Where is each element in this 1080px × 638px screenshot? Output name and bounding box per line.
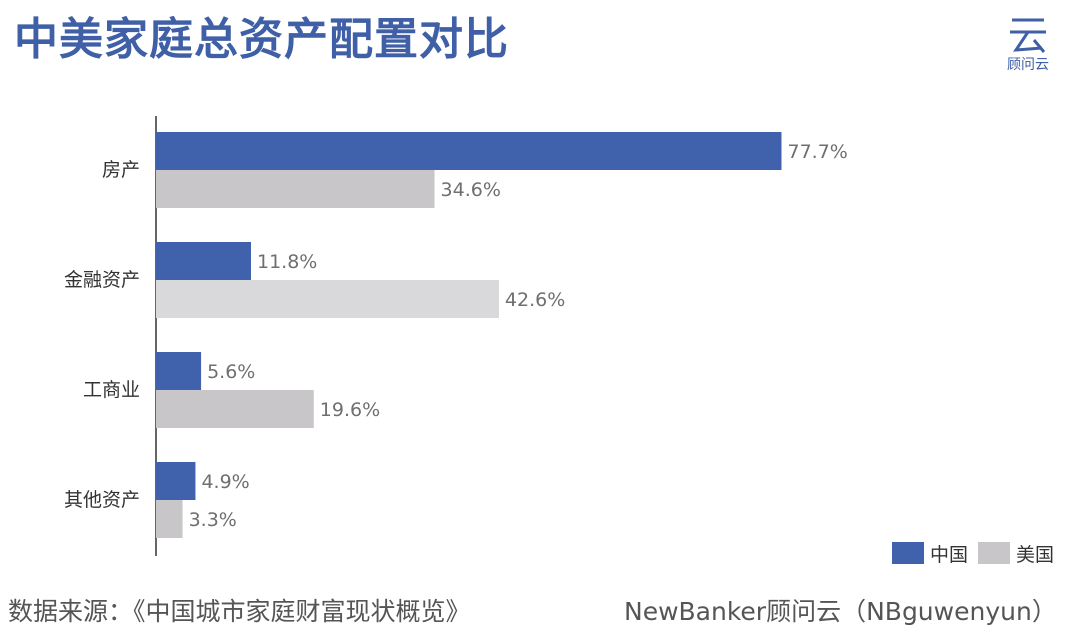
bar-us bbox=[156, 280, 499, 318]
legend-label-us: 美国 bbox=[1016, 543, 1055, 566]
data-label: 34.6% bbox=[441, 179, 501, 201]
logo: 顾问云 bbox=[1000, 14, 1060, 76]
source-note: 数据来源：《中国城市家庭财富现状概览》 bbox=[8, 597, 471, 626]
data-label: 4.9% bbox=[201, 471, 249, 493]
category-label: 房产 bbox=[102, 159, 140, 181]
legend-item-china: 中国 bbox=[892, 540, 968, 567]
bar-us bbox=[156, 500, 183, 538]
legend-swatch-us bbox=[978, 542, 1011, 564]
category-label: 金融资产 bbox=[64, 269, 140, 291]
data-label: 77.7% bbox=[787, 141, 847, 163]
logo-text: 顾问云 bbox=[1007, 57, 1049, 73]
legend: 中国 美国 bbox=[892, 540, 1064, 567]
data-label: 3.3% bbox=[189, 509, 237, 531]
category-label: 工商业 bbox=[83, 379, 140, 401]
data-label: 42.6% bbox=[505, 289, 565, 311]
legend-swatch-china bbox=[892, 542, 924, 564]
bar-china bbox=[156, 462, 196, 500]
bar-us bbox=[156, 170, 435, 208]
legend-label-china: 中国 bbox=[930, 543, 969, 566]
data-label: 19.6% bbox=[320, 399, 380, 421]
legend-item-us: 美国 bbox=[978, 540, 1054, 567]
chart-title: 中美家庭总资产配置对比 bbox=[14, 14, 509, 65]
bar-china bbox=[156, 242, 251, 280]
data-label: 5.6% bbox=[207, 361, 255, 383]
bar-china bbox=[156, 352, 202, 390]
credit-note: NewBanker顾问云（NBguwenyun） bbox=[624, 597, 1057, 626]
data-label: 11.8% bbox=[257, 251, 317, 273]
bar-china bbox=[156, 132, 782, 170]
cloud-glyph-icon bbox=[1010, 18, 1046, 53]
category-label: 其他资产 bbox=[64, 489, 140, 511]
bar-us bbox=[156, 390, 314, 428]
